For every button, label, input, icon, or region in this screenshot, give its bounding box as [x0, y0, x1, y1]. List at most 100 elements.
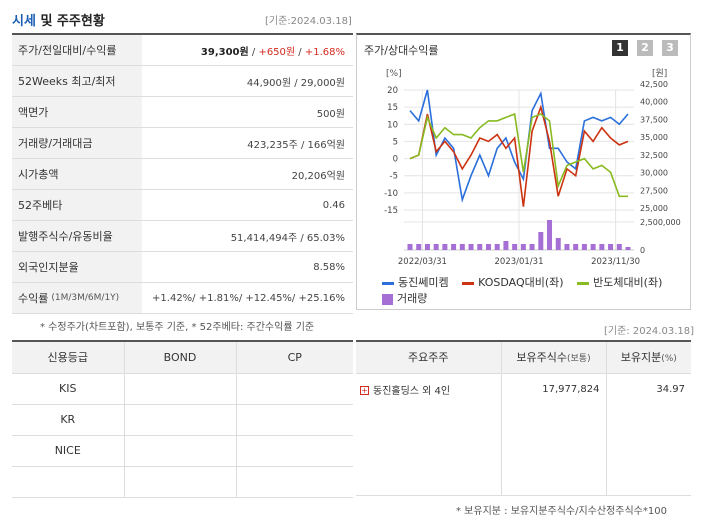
row-label: 주가/전일대비/수익률: [12, 35, 142, 65]
right-tick-label: 27,500: [640, 186, 668, 195]
holder-name[interactable]: 동진홀딩스 외 4인: [373, 385, 451, 397]
row-label: 외국인지분율: [12, 252, 142, 282]
volume-bar: [459, 244, 465, 250]
x-tick-label: 2022/03/31: [398, 257, 447, 267]
row-label: 시가총액: [12, 159, 142, 189]
cell: [605, 405, 691, 496]
right-tick-label: 25,000: [640, 204, 668, 213]
header-sub: (보통): [567, 354, 591, 365]
row-par-value: 액면가 500원: [12, 97, 353, 128]
returns-label-sub: (1M/3M/6M/1Y): [51, 293, 120, 303]
x-tick-label: 2023/01/31: [495, 257, 544, 267]
volume-bar: [424, 244, 430, 250]
header-sub: (%): [661, 354, 677, 365]
volume-bar: [442, 244, 448, 250]
volume-zero-label: 0: [640, 246, 645, 255]
row-market-cap: 시가총액 20,206억원: [12, 159, 353, 190]
ref-date: [기준: 2024.03.18]: [604, 326, 695, 337]
left-unit: [%]: [386, 69, 402, 79]
row-label: 수익률 (1M/3M/6M/1Y): [12, 283, 142, 313]
row-foreign: 외국인지분율 8.58%: [12, 252, 353, 283]
legend-label: 반도체대비(좌): [593, 276, 663, 289]
holder-pct: 34.97: [605, 373, 691, 405]
row-label: 거래량/거래대금: [12, 128, 142, 158]
holder-shares: 17,977,824: [500, 373, 606, 405]
volume-bar: [407, 244, 413, 250]
chart-title: 주가/상대수익률: [364, 44, 439, 57]
right-tick-label: 42,500: [640, 80, 668, 89]
left-tick-label: -15: [384, 206, 398, 216]
chart-tab-3[interactable]: 3: [662, 40, 678, 56]
cell: [123, 404, 236, 436]
volume-bar: [416, 244, 422, 250]
header-cell: 보유지분(%): [605, 340, 691, 374]
chart-tab-1[interactable]: 1: [612, 40, 628, 56]
cell: [235, 404, 353, 436]
table-row: + 동진홀딩스 외 4인 17,977,824 34.97: [356, 373, 691, 405]
row-label: 발행주식수/유동비율: [12, 221, 142, 251]
row-value: 20,206억원: [291, 170, 345, 182]
legend-item-semi: 반도체대비(좌): [577, 276, 662, 289]
cell: [123, 373, 236, 405]
row-label: 액면가: [12, 97, 142, 127]
volume-bar: [477, 244, 483, 250]
legend-label: 거래량: [397, 292, 428, 305]
cell: [235, 466, 353, 498]
row-value: 423,235주 / 166억원: [247, 139, 345, 151]
right-unit: [원]: [652, 68, 667, 79]
right-tick-label: 35,000: [640, 133, 668, 142]
right-tick-label: 40,000: [640, 98, 668, 107]
row-value: 8.58%: [313, 261, 345, 273]
legend-item-stock: 동진쎄미켐: [382, 276, 449, 289]
chart-tab-2[interactable]: 2: [637, 40, 653, 56]
row-price: 주가/전일대비/수익률 39,300원 / +650원 / +1.68%: [12, 35, 353, 66]
returns-label: 수익률: [18, 292, 49, 305]
row-value: 39,300원 / +650원 / +1.68%: [142, 43, 353, 58]
cell: NICE: [12, 435, 124, 467]
left-tick-label: 0: [393, 155, 398, 165]
header-date: [기준:2024.03.18]: [265, 16, 352, 27]
row-returns: 수익률 (1M/3M/6M/1Y) +1.42%/ +1.81%/ +12.45%…: [12, 283, 353, 314]
credit-table: 신용등급 BOND CP KIS KR NICE: [12, 340, 353, 498]
volume-bar: [494, 244, 500, 250]
stock-chart: [%] [원] 20 15 10 5 0 -5 -10 -15 42,500 40,000 37,500…: [384, 68, 681, 267]
left-tick-label: -10: [384, 189, 398, 199]
title-rest: 및 주주현황: [35, 14, 105, 29]
volume-bar: [520, 244, 526, 250]
right-tick-label: 32,500: [640, 151, 668, 160]
row-value: 500원: [316, 108, 345, 120]
price-table: 주가/전일대비/수익률 39,300원 / +650원 / +1.68% 52W…: [12, 33, 353, 314]
volume-tick-label: 2,500,000: [640, 218, 681, 227]
volume-bar: [555, 238, 561, 250]
legend: 동진쎄미켐 KOSDAQ대비(좌) 반도체대비(좌): [382, 274, 662, 290]
holder-name-cell: + 동진홀딩스 외 4인: [356, 373, 501, 405]
cell: [356, 405, 501, 496]
volume-bar: [485, 244, 491, 250]
header-cell: CP: [235, 340, 353, 374]
table-row: KR: [12, 404, 353, 436]
table-row: [12, 466, 353, 498]
cell: [12, 466, 124, 498]
volume-bar: [433, 244, 439, 250]
cell: [123, 466, 236, 498]
table-header: 신용등급 BOND CP: [12, 340, 353, 374]
volume-bar: [538, 232, 544, 250]
left-tick-label: 5: [393, 137, 398, 147]
holders-table: 주요주주 보유주식수(보통) 보유지분(%) + 동진홀딩스 외 4인 17,97…: [356, 340, 691, 496]
row-label: 52주베타: [12, 190, 142, 220]
table-row: KIS: [12, 373, 353, 405]
row-beta: 52주베타 0.46: [12, 190, 353, 221]
header-text: 보유주식수: [516, 351, 567, 365]
volume-bar: [547, 220, 553, 250]
volume-bar: [599, 244, 605, 250]
left-tick-label: 15: [387, 103, 398, 113]
table-row: [356, 405, 691, 496]
left-tick-label: 10: [387, 120, 398, 130]
row-value: 0.46: [322, 199, 345, 211]
note-left: * 수정주가(차트포함), 보통주 기준, * 52주베타: 주간수익률 기준: [40, 322, 315, 333]
legend-label: KOSDAQ대비(좌): [478, 276, 564, 289]
volume-bar: [503, 241, 509, 250]
row-value: +1.42%/ +1.81%/ +12.45%/ +25.16%: [152, 292, 345, 304]
section-title: 시세 및 주주현황: [12, 10, 105, 29]
expand-icon[interactable]: +: [360, 386, 369, 396]
